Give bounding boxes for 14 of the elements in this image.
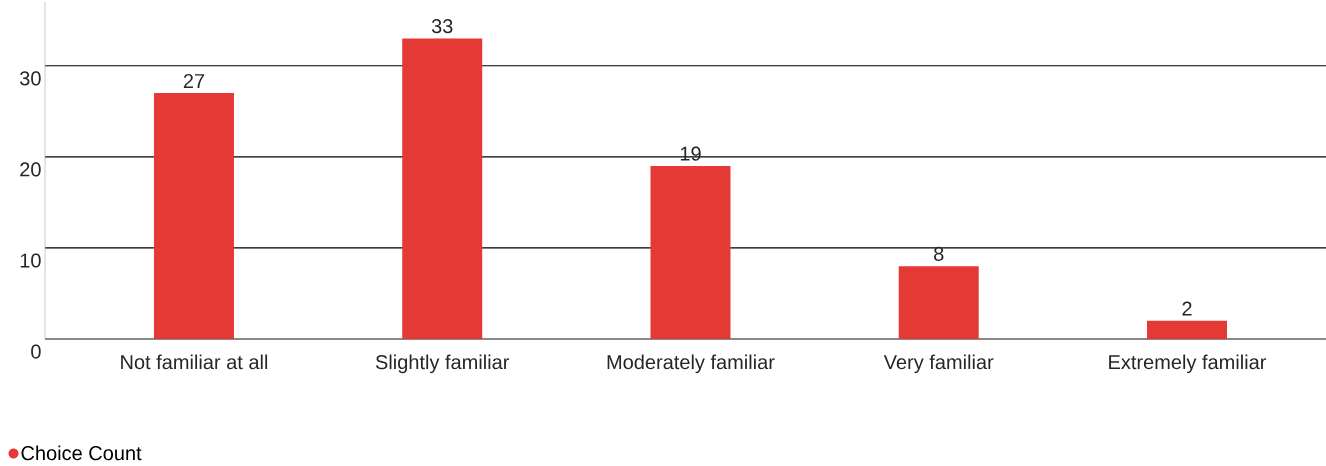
x-tick-label: Extremely familiar	[1109, 354, 1267, 374]
x-tick-label: Slightly familiar	[375, 354, 510, 374]
y-tick-label: 20	[20, 162, 41, 177]
x-tick-label: Moderately familiar	[607, 354, 775, 374]
y-tick-label: 10	[20, 253, 41, 268]
y-tick-label: 0	[31, 344, 41, 359]
data-label: 8	[934, 246, 944, 261]
y-tick-label: 30	[20, 71, 41, 86]
data-label: 2	[1182, 301, 1192, 316]
legend-label: Choice Count	[21, 445, 142, 461]
data-label: 33	[431, 19, 453, 34]
x-tick-label: Not familiar at all	[121, 354, 268, 370]
x-tick-label: Very familiar	[883, 354, 994, 374]
data-label: 27	[183, 73, 205, 88]
